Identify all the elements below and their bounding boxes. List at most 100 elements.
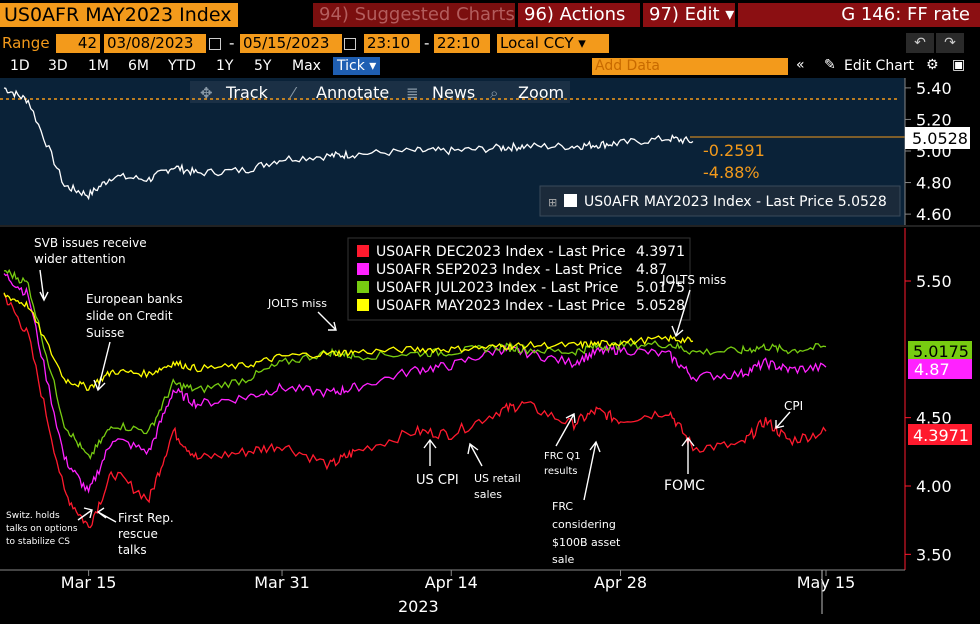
tick-dropdown[interactable]: Tick ▾	[333, 57, 381, 75]
annot-svb-1: SVB issues receive	[34, 236, 147, 250]
legend-swatch	[357, 245, 369, 257]
annot-euro-2: slide on Credit	[86, 309, 173, 323]
annotate-tool[interactable]: Annotate	[316, 83, 389, 102]
end-time-input[interactable]: 22:10	[434, 34, 490, 53]
annot-euro-1: European banks	[86, 292, 183, 306]
upper-legend-text: US0AFR MAY2023 Index - Last Price 5.0528	[584, 194, 887, 210]
tag-dec-text: 4.3971	[913, 426, 969, 445]
settings-icon[interactable]: ⚙	[926, 57, 939, 73]
series-dec2023	[3, 293, 827, 529]
legend-series-value: 4.3971	[636, 244, 685, 260]
actions-menu[interactable]: 96) Actions ▾	[518, 3, 640, 49]
crosshair-icon[interactable]: ✥	[200, 84, 213, 102]
annot-svb-2: wider attention	[34, 252, 126, 266]
range-count-input[interactable]: 42	[56, 34, 100, 53]
upper-tick-label: 4.80	[916, 174, 952, 193]
legend-series-name: US0AFR MAY2023 Index - Last Price	[376, 298, 625, 314]
legend-swatch	[357, 281, 369, 293]
annot-fomc: FOMC	[664, 478, 705, 494]
lower-tick-label: 4.00	[916, 477, 952, 496]
tag-jul-text: 5.0175	[913, 342, 969, 361]
arrow-uscpi	[423, 438, 437, 466]
end-date-input[interactable]: 05/15/2023	[240, 34, 342, 53]
arrow-swiss	[77, 507, 93, 521]
legend-series-name: US0AFR JUL2023 Index - Last Price	[376, 280, 618, 296]
collapse-icon[interactable]: «	[796, 57, 805, 73]
annot-frcq1-1: FRC Q1	[544, 451, 581, 462]
arrow-fomc	[681, 436, 695, 474]
annot-firstrep-3: talks	[118, 543, 147, 557]
x-tick-label: Mar 15	[61, 573, 117, 592]
start-date-input[interactable]: 03/08/2023	[104, 34, 206, 53]
legend-series-value: 5.0175	[636, 280, 685, 296]
legend-toggle-icon[interactable]: ⊞	[548, 196, 557, 209]
annotation-arrows	[39, 269, 791, 523]
expand-icon[interactable]: ▣	[952, 57, 966, 73]
x-tick-label: May 15	[797, 573, 856, 592]
series-may2023	[3, 292, 694, 392]
annot-firstrep-1: First Rep.	[118, 511, 174, 525]
lower-legend	[347, 237, 691, 321]
start-time-input[interactable]: 23:10	[364, 34, 420, 53]
annotate-icon[interactable]: ⁄	[289, 84, 298, 102]
series-sep2023	[3, 273, 827, 494]
news-tool[interactable]: News	[432, 83, 475, 102]
arrow-jolts1	[317, 311, 337, 331]
track-tool[interactable]: Track	[225, 83, 269, 102]
tag-sep	[908, 359, 972, 379]
tag-sep-text: 4.87	[914, 360, 950, 379]
annot-firstrep-2: rescue	[118, 527, 158, 541]
period-5y[interactable]: 5Y	[254, 58, 272, 74]
annot-jolts-2: JOLTS miss	[661, 273, 726, 287]
upper-last-tag-text: 5.0528	[912, 129, 968, 148]
edit-menu[interactable]: 97) Edit ▾	[643, 3, 735, 27]
undo-icon[interactable]: ↶	[906, 33, 934, 53]
period-ytd[interactable]: YTD	[168, 58, 196, 74]
chart-name[interactable]: G 146: FF rate	[738, 3, 980, 27]
period-1y[interactable]: 1Y	[216, 58, 234, 74]
calendar-icon[interactable]	[344, 38, 356, 50]
time-dash: -	[424, 34, 430, 52]
period-3d[interactable]: 3D	[48, 58, 68, 74]
x-tick-label: Apr 28	[594, 573, 647, 592]
annot-frcasset-4: sale	[552, 553, 575, 566]
arrow-frcasset	[583, 440, 601, 501]
currency-select[interactable]: Local CCY ▾	[497, 34, 609, 53]
period-1d[interactable]: 1D	[10, 58, 30, 74]
series-jul2023	[3, 268, 827, 461]
security-title[interactable]: US0AFR MAY2023 Index	[0, 3, 238, 27]
lower-tick-label: 4.50	[916, 409, 952, 428]
tag-dec	[908, 424, 972, 445]
arrow-jolts2	[671, 289, 691, 338]
calendar-icon[interactable]	[209, 38, 221, 50]
annot-frcq1-2: results	[544, 466, 578, 477]
annot-frcasset-3: $100B asset	[552, 536, 621, 549]
range-row: Range 42 03/08/2023 - 05/15/2023 23:10 -…	[0, 33, 980, 55]
annot-swiss-1: Switz. holds	[6, 511, 60, 521]
arrow-euro	[93, 341, 111, 392]
legend-swatch	[357, 299, 369, 311]
zoom-tool[interactable]: Zoom	[518, 83, 564, 102]
zoom-icon[interactable]: ⌕	[490, 84, 498, 102]
legend-series-name: US0AFR DEC2023 Index - Last Price	[376, 244, 626, 260]
x-year-label: 2023	[398, 597, 439, 616]
upper-tick-label: 5.20	[916, 110, 952, 129]
change-abs: -0.2591	[703, 141, 765, 160]
annot-frcasset-2: considering	[552, 518, 616, 531]
period-6m[interactable]: 6M	[128, 58, 149, 74]
arrow-frcq1	[555, 412, 576, 447]
upper-tick-label: 5.40	[916, 79, 952, 98]
annot-euro-3: Suisse	[86, 326, 124, 340]
legend-series-name: US0AFR SEP2023 Index - Last Price	[376, 262, 622, 278]
news-icon[interactable]: ≣	[406, 84, 419, 102]
suggested-charts-button[interactable]: 94) Suggested Charts	[313, 3, 515, 27]
upper-last-tag	[905, 127, 970, 149]
redo-icon[interactable]: ↷	[936, 33, 964, 53]
edit-chart-button[interactable]: Edit Chart	[844, 58, 915, 74]
x-tick-label: Apr 14	[425, 573, 478, 592]
period-max[interactable]: Max	[292, 58, 321, 74]
period-1m[interactable]: 1M	[88, 58, 109, 74]
add-data-input[interactable]: Add Data	[592, 58, 788, 75]
currency-value: Local CCY	[500, 34, 574, 52]
